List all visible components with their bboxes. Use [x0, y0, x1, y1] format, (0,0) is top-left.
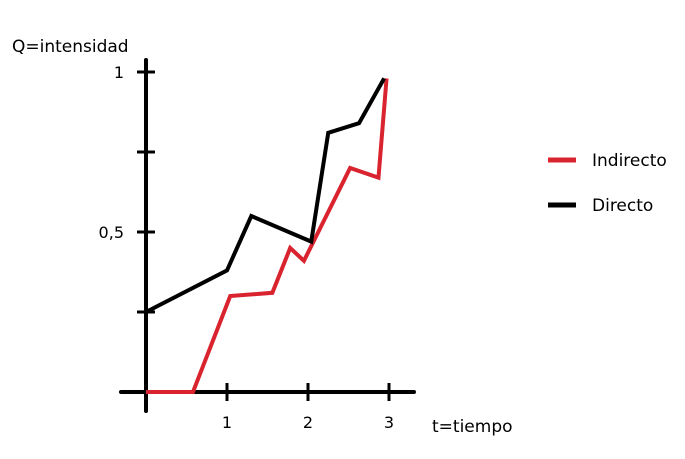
- series-line-directo: [145, 77, 386, 314]
- legend-label-directo: Directo: [592, 196, 653, 216]
- x-axis-title: t=tiempo: [432, 417, 513, 437]
- x-tick-label-2: 3: [384, 413, 394, 432]
- y-axis-title: Q=intensidad: [12, 37, 129, 57]
- x-tick-label-1: 2: [303, 413, 313, 432]
- x-tick-label-0: 1: [222, 413, 232, 432]
- y-tick-label-1: 0,5: [99, 223, 124, 242]
- series-line-indirecto: [146, 78, 389, 394]
- y-tick-label-3: 1: [114, 63, 124, 82]
- legend-label-indirecto: Indirecto: [592, 151, 667, 171]
